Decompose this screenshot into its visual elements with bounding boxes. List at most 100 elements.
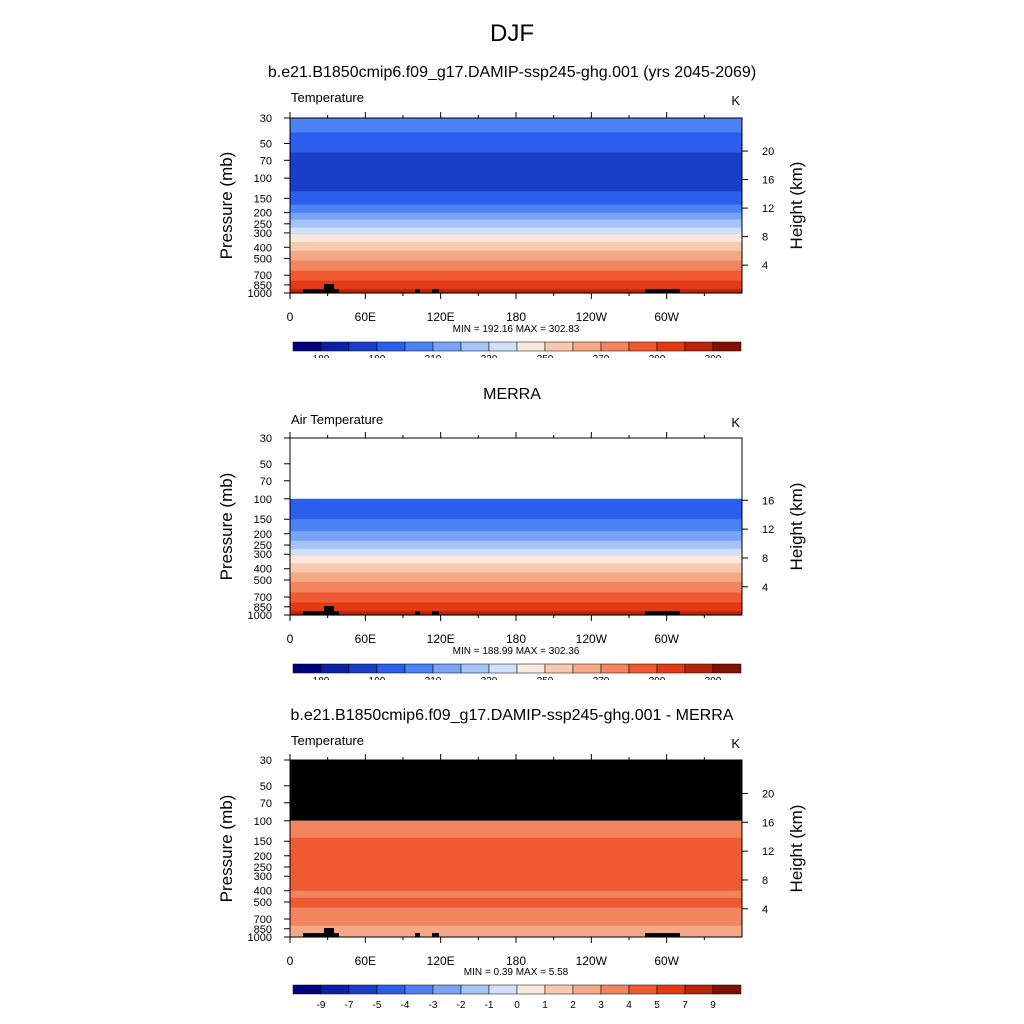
x-tick-label: 120W <box>576 632 608 646</box>
x-tick-label: 60E <box>355 954 376 968</box>
pressure-tick-label: 850 <box>254 280 272 292</box>
colorbar-box <box>628 984 658 995</box>
contour-band <box>290 531 742 542</box>
pressure-tick-label: 250 <box>254 862 272 874</box>
colorbar-box <box>460 663 490 674</box>
topography-mask <box>324 289 334 293</box>
contour-band <box>290 907 742 927</box>
colorbar-label: 270 <box>593 676 610 680</box>
contour-band <box>290 548 742 557</box>
height-tick-label: 20 <box>762 146 774 158</box>
colorbar-label: -2 <box>457 1000 466 1011</box>
contour-band <box>290 219 742 229</box>
x-tick-label: 0 <box>287 310 294 324</box>
colorbar-box <box>488 984 518 995</box>
x-tick-label: 120W <box>576 310 608 324</box>
pressure-tick-label: 250 <box>254 540 272 552</box>
topography-mask <box>303 933 339 937</box>
pressure-tick-label: 50 <box>260 459 272 471</box>
height-tick-label: 12 <box>762 524 774 536</box>
height-tick-label: 4 <box>762 260 768 272</box>
contour-band <box>290 519 742 532</box>
colorbar-box <box>628 341 658 352</box>
topography-mask <box>415 933 420 937</box>
colorbar-box <box>376 341 406 352</box>
colorbar-label: 7 <box>682 1000 688 1011</box>
colorbar-label: -4 <box>401 1000 410 1011</box>
masked-region <box>290 760 742 821</box>
colorbar-box <box>712 663 742 674</box>
colorbar-box <box>516 984 546 995</box>
x-tick-label: 180 <box>506 632 526 646</box>
colorbar-label: 4 <box>626 1000 632 1011</box>
colorbar-box <box>460 341 490 352</box>
colorbar-label: 180 <box>313 354 330 358</box>
colorbar-box <box>320 663 350 674</box>
height-tick-label: 16 <box>762 495 774 507</box>
contour-band <box>290 260 742 272</box>
colorbar-box <box>600 341 630 352</box>
x-tick-label: 120E <box>427 632 455 646</box>
topography-mask <box>324 928 334 933</box>
pressure-tick-label: 700 <box>254 914 272 926</box>
colorbar-box <box>600 984 630 995</box>
x-tick-label: 120E <box>427 310 455 324</box>
colorbar-box <box>460 984 490 995</box>
colorbar-label: 250 <box>537 354 554 358</box>
pressure-tick-label: 200 <box>254 529 272 541</box>
contour-band <box>290 191 742 206</box>
pressure-tick-label: 700 <box>254 270 272 282</box>
height-tick-label: 16 <box>762 817 774 829</box>
height-tick-label: 20 <box>762 788 774 800</box>
colorbar-box <box>712 341 742 352</box>
colorbar-label: 300 <box>705 354 722 358</box>
pressure-tick-label: 500 <box>254 253 272 265</box>
panel-1-plot: Temperature K3050701001502002503004005007… <box>217 90 806 358</box>
pressure-tick-label: 700 <box>254 592 272 604</box>
pressure-tick-label: 400 <box>254 886 272 898</box>
colorbar-label: 290 <box>649 676 666 680</box>
panel-2-plot: Air Temperature K305070100150200250300400… <box>217 412 806 680</box>
topography-mask <box>324 933 334 937</box>
colorbar-box <box>684 663 714 674</box>
colorbar-box <box>488 663 518 674</box>
pressure-tick-label: 400 <box>254 564 272 576</box>
y-axis-right-label: Height (km) <box>787 805 806 893</box>
pressure-tick-label: 400 <box>254 242 272 254</box>
colorbar-box <box>572 984 602 995</box>
colorbar-box <box>292 984 322 995</box>
contour-band <box>290 540 742 550</box>
colorbar-box <box>544 341 574 352</box>
min-max-stats: MIN = 0.39 MAX = 5.58 <box>464 967 569 978</box>
colorbar-label: 300 <box>705 676 722 680</box>
colorbar-box <box>544 663 574 674</box>
contour-band <box>290 890 742 899</box>
topography-mask <box>324 611 334 615</box>
contour-band <box>290 572 742 583</box>
colorbar-label: 230 <box>481 676 498 680</box>
contour-band <box>290 118 742 133</box>
panel-left-string: Temperature <box>291 733 364 748</box>
colorbar-box <box>320 341 350 352</box>
contour-band <box>290 897 742 909</box>
pressure-tick-label: 100 <box>254 494 272 506</box>
contour-band <box>290 227 742 236</box>
topography-mask <box>324 606 334 611</box>
colorbar-box <box>376 984 406 995</box>
colorbar-label: 230 <box>481 354 498 358</box>
height-tick-label: 8 <box>762 232 768 244</box>
topography-mask <box>415 289 420 293</box>
contour-band <box>290 234 742 243</box>
pressure-tick-label: 50 <box>260 781 272 793</box>
x-tick-label: 0 <box>287 632 294 646</box>
contour-band <box>290 242 742 252</box>
colorbar-label: 3 <box>598 1000 604 1011</box>
y-axis-label: Pressure (mb) <box>217 795 236 903</box>
panel-left-string: Temperature <box>291 90 364 105</box>
contour-band <box>290 132 742 154</box>
pressure-tick-label: 30 <box>260 755 272 767</box>
colorbar-label: 180 <box>313 676 330 680</box>
panel-3-plot: Temperature K3050701001502002503004005007… <box>217 733 806 1011</box>
pressure-tick-label: 300 <box>254 228 272 240</box>
topography-mask <box>432 611 439 615</box>
